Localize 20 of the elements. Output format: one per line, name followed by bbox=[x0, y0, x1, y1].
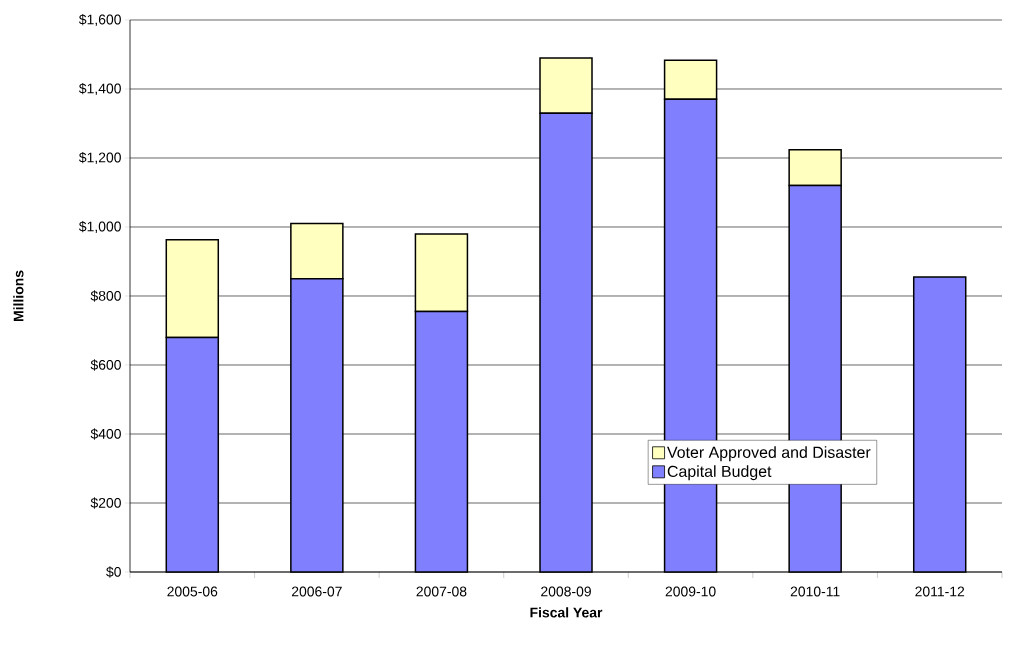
legend-label: Voter Approved and Disaster bbox=[667, 446, 871, 462]
legend-label: Capital Budget bbox=[667, 465, 772, 481]
y-tick-label: $1,000 bbox=[78, 220, 121, 234]
x-tick-label: 2005-06 bbox=[167, 586, 218, 597]
y-axis-title: Millions bbox=[13, 270, 24, 322]
y-tick-label: $1,600 bbox=[78, 13, 121, 27]
x-tick-label: 2009-10 bbox=[665, 586, 716, 597]
x-tick-label: 2010-11 bbox=[790, 586, 840, 597]
x-tick-label: 2008-09 bbox=[541, 586, 591, 597]
y-tick-label: $1,200 bbox=[78, 151, 121, 165]
x-tick-label: 2011-12 bbox=[915, 586, 965, 597]
y-tick-label: $400 bbox=[90, 428, 121, 440]
x-tick-label: 2006-07 bbox=[291, 586, 342, 597]
y-tick-label: $600 bbox=[90, 359, 121, 371]
y-tick-label: $1,400 bbox=[78, 82, 121, 96]
y-tick-label: $800 bbox=[90, 290, 121, 302]
x-axis-title: Fiscal Year bbox=[530, 607, 603, 618]
x-tick-label: 2007-08 bbox=[416, 586, 467, 597]
y-tick-label: $200 bbox=[90, 497, 121, 509]
y-tick-label: $0 bbox=[106, 566, 121, 578]
